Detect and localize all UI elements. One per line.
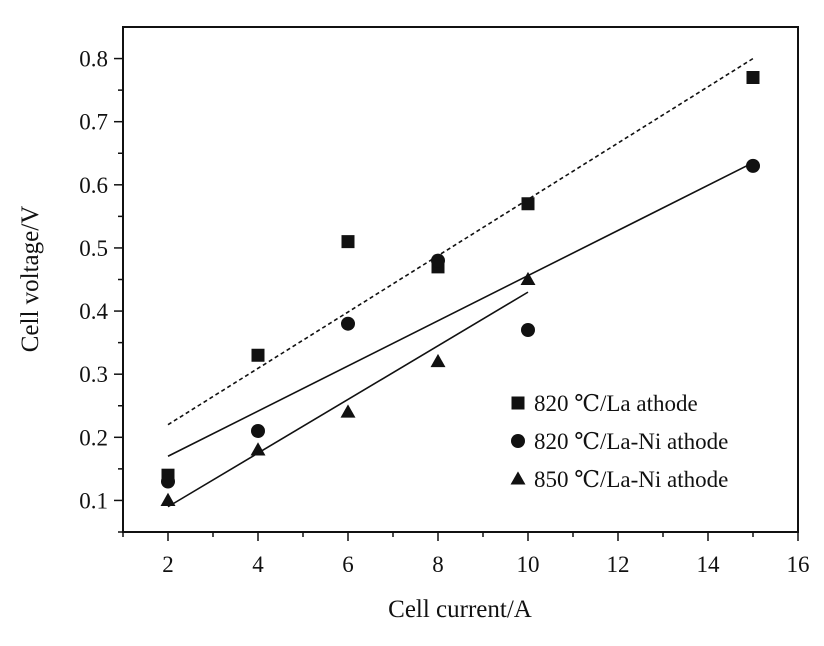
y-axis-title: Cell voltage/V bbox=[17, 206, 44, 353]
data-point-circle bbox=[746, 158, 760, 173]
data-point-circle bbox=[431, 253, 445, 268]
plot-frame bbox=[122, 26, 799, 533]
fit-lines bbox=[167, 57, 754, 508]
legend-marker-triangle bbox=[510, 471, 526, 485]
plot-area: 2 4 6 8 10 12 14 16 0.1 0.2 0.3 0.4 0.5 0.6 0.7 0.8 bbox=[79, 26, 810, 577]
fit-line bbox=[167, 291, 529, 508]
legend: 820 ℃/La athode 820 ℃/La-Ni athode 850 ℃/L… bbox=[510, 391, 728, 492]
legend-label: 820 ℃/La-Ni athode bbox=[534, 429, 728, 454]
x-tick-label: 4 bbox=[252, 552, 264, 577]
legend-label: 820 ℃/La athode bbox=[534, 391, 698, 416]
y-tick-label: 0.7 bbox=[79, 110, 108, 135]
x-tick-label: 6 bbox=[342, 552, 354, 577]
data-point-circle bbox=[521, 323, 535, 337]
x-axis-title: Cell current/A bbox=[388, 596, 532, 623]
x-tick-label: 10 bbox=[517, 552, 540, 577]
fit-line bbox=[167, 162, 754, 457]
x-tick-label: 8 bbox=[432, 552, 444, 577]
data-point-triangle bbox=[250, 442, 266, 456]
data-point-square bbox=[746, 71, 760, 84]
data-point-triangle bbox=[160, 492, 176, 506]
y-tick-label: 0.3 bbox=[79, 362, 108, 387]
y-tick-label: 0.1 bbox=[79, 488, 108, 513]
data-point-square bbox=[521, 197, 535, 211]
y-axis-ticks: 0.1 0.2 0.3 0.4 0.5 0.6 0.7 0.8 bbox=[79, 47, 123, 533]
fit-line bbox=[167, 57, 754, 426]
x-tick-label: 16 bbox=[787, 552, 810, 577]
legend-label: 850 ℃/La-Ni athode bbox=[534, 467, 728, 492]
data-point-triangle bbox=[430, 353, 446, 368]
data-point-square bbox=[251, 348, 265, 362]
y-tick-label: 0.6 bbox=[79, 173, 108, 198]
data-point-triangle bbox=[340, 404, 356, 418]
data-point-circle bbox=[161, 474, 175, 489]
x-axis-ticks: 2 4 6 8 10 12 14 16 bbox=[122, 532, 810, 577]
data-point-triangle bbox=[520, 271, 536, 286]
x-tick-label: 14 bbox=[697, 552, 721, 577]
y-tick-label: 0.5 bbox=[79, 236, 108, 261]
x-tick-label: 12 bbox=[607, 552, 630, 577]
data-markers bbox=[160, 71, 760, 506]
y-tick-label: 0.2 bbox=[79, 425, 108, 450]
data-point-circle bbox=[341, 316, 355, 331]
y-tick-label: 0.8 bbox=[79, 47, 108, 72]
data-point-square bbox=[341, 235, 355, 249]
legend-marker-circle bbox=[511, 434, 525, 448]
x-tick-label: 2 bbox=[162, 552, 174, 577]
legend-marker-square bbox=[511, 396, 525, 410]
y-tick-label: 0.4 bbox=[79, 299, 108, 324]
data-point-circle bbox=[251, 424, 265, 438]
